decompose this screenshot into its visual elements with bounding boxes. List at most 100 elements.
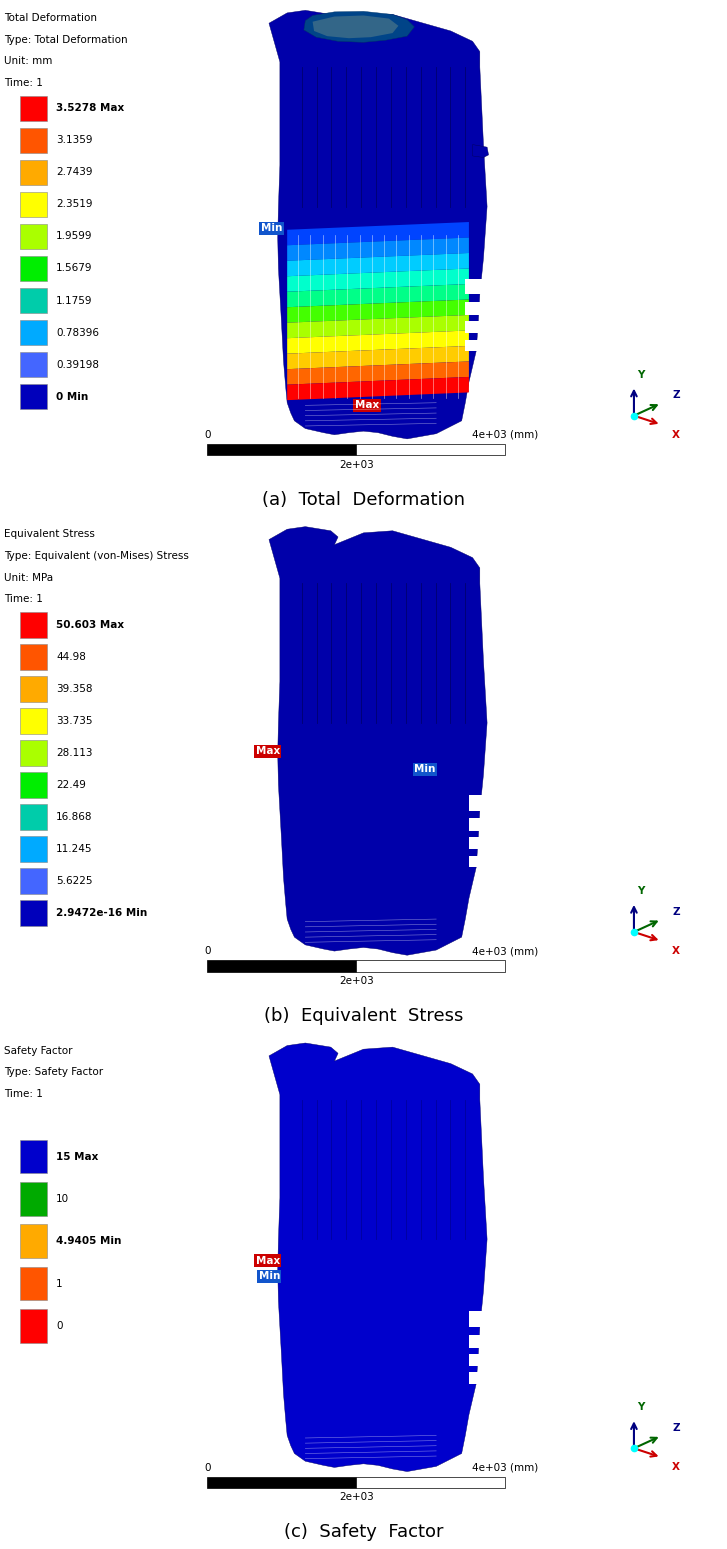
Bar <box>469 838 485 849</box>
Bar <box>469 818 485 832</box>
Text: Y: Y <box>638 1402 645 1413</box>
Text: Time: 1: Time: 1 <box>4 595 42 604</box>
Bar <box>20 836 47 861</box>
Bar <box>20 1309 47 1343</box>
Polygon shape <box>287 222 469 245</box>
Text: 1.9599: 1.9599 <box>56 231 92 242</box>
Bar <box>20 256 47 282</box>
Text: Type: Equivalent (von-Mises) Stress: Type: Equivalent (von-Mises) Stress <box>4 551 188 561</box>
Bar <box>20 223 47 249</box>
Bar <box>207 445 356 455</box>
Text: (a)  Total  Deformation: (a) Total Deformation <box>262 491 465 508</box>
Bar <box>20 867 47 894</box>
Bar <box>471 321 484 333</box>
Bar <box>465 321 478 333</box>
Polygon shape <box>287 361 469 384</box>
Text: Max: Max <box>355 400 379 410</box>
Text: Y: Y <box>638 370 645 380</box>
Text: Unit: MPa: Unit: MPa <box>4 573 53 582</box>
Bar <box>469 795 485 810</box>
Text: X: X <box>672 946 680 956</box>
Bar <box>477 302 490 314</box>
Text: Time: 1: Time: 1 <box>4 77 42 88</box>
Text: 1.1759: 1.1759 <box>56 296 92 305</box>
Text: 22.49: 22.49 <box>56 779 86 790</box>
Polygon shape <box>269 1042 487 1472</box>
Polygon shape <box>287 268 469 291</box>
Text: Unit: mm: Unit: mm <box>4 56 52 67</box>
Bar <box>20 771 47 798</box>
Bar <box>20 96 47 121</box>
Text: Type: Safety Factor: Type: Safety Factor <box>4 1067 103 1077</box>
Text: 3.1359: 3.1359 <box>56 135 92 146</box>
Text: 0: 0 <box>56 1321 63 1331</box>
Text: 11.245: 11.245 <box>56 844 92 853</box>
Text: 1: 1 <box>56 1278 63 1289</box>
Polygon shape <box>287 330 469 353</box>
Bar <box>20 675 47 702</box>
Bar <box>20 288 47 313</box>
Bar <box>20 1224 47 1258</box>
Text: 15 Max: 15 Max <box>56 1151 98 1162</box>
Text: 2.7439: 2.7439 <box>56 167 92 178</box>
Bar <box>356 445 505 455</box>
Bar <box>469 1312 485 1327</box>
Polygon shape <box>313 15 398 39</box>
Text: Z: Z <box>672 1424 680 1433</box>
Bar <box>469 857 485 867</box>
Text: Time: 1: Time: 1 <box>4 1089 42 1098</box>
Bar <box>20 384 47 409</box>
Text: 4e+03 (mm): 4e+03 (mm) <box>472 1462 539 1473</box>
Polygon shape <box>287 299 469 322</box>
Text: Min: Min <box>414 764 435 774</box>
Bar <box>207 1476 356 1489</box>
Bar <box>20 1267 47 1301</box>
Bar <box>356 960 505 971</box>
Text: 2e+03: 2e+03 <box>339 1492 374 1503</box>
Bar <box>477 339 490 352</box>
Text: 1.5679: 1.5679 <box>56 263 92 274</box>
Text: 50.603 Max: 50.603 Max <box>56 620 124 630</box>
Bar <box>20 127 47 153</box>
Text: Z: Z <box>672 906 680 917</box>
Bar <box>20 740 47 765</box>
Text: X: X <box>672 429 680 440</box>
Text: Min: Min <box>259 1272 280 1281</box>
Bar <box>20 160 47 186</box>
Bar <box>471 339 484 352</box>
Polygon shape <box>287 345 469 369</box>
Text: Safety Factor: Safety Factor <box>4 1046 72 1055</box>
Bar <box>465 302 478 314</box>
Bar <box>471 302 484 314</box>
Text: 4e+03 (mm): 4e+03 (mm) <box>472 946 539 956</box>
Text: (b)  Equivalent  Stress: (b) Equivalent Stress <box>264 1007 463 1025</box>
Text: 10: 10 <box>56 1194 69 1204</box>
Text: Equivalent Stress: Equivalent Stress <box>4 530 95 539</box>
Polygon shape <box>287 283 469 307</box>
Bar <box>20 804 47 830</box>
Polygon shape <box>287 314 469 338</box>
Text: Max: Max <box>256 747 280 756</box>
Bar <box>477 321 490 333</box>
Polygon shape <box>287 252 469 276</box>
Bar <box>465 279 478 294</box>
Bar <box>477 279 490 294</box>
Bar <box>207 960 356 971</box>
Text: Y: Y <box>638 886 645 895</box>
Text: 0: 0 <box>204 1462 210 1473</box>
Bar <box>20 1140 47 1174</box>
Text: (c)  Safety  Factor: (c) Safety Factor <box>284 1523 443 1541</box>
Polygon shape <box>287 376 469 400</box>
Polygon shape <box>304 11 414 42</box>
Bar <box>469 1372 485 1383</box>
Polygon shape <box>269 527 487 956</box>
Bar <box>356 1476 505 1489</box>
Text: 0: 0 <box>204 431 210 440</box>
Text: 2e+03: 2e+03 <box>339 460 374 469</box>
Text: 16.868: 16.868 <box>56 812 92 823</box>
Text: 44.98: 44.98 <box>56 652 86 661</box>
Text: Min: Min <box>261 223 282 234</box>
Text: Type: Total Deformation: Type: Total Deformation <box>4 34 127 45</box>
Bar <box>469 1354 485 1366</box>
Bar <box>20 900 47 926</box>
